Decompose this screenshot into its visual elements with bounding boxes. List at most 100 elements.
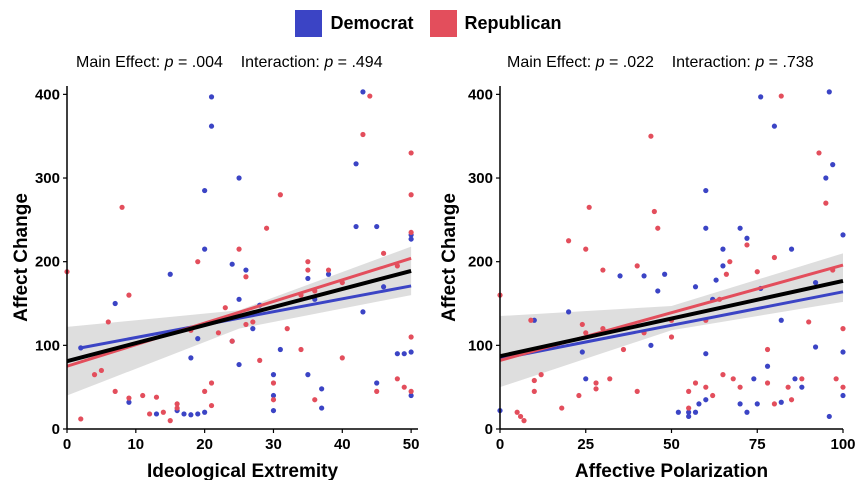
x-tick-label: 75 — [749, 436, 766, 453]
stat-text-part: p — [323, 54, 333, 71]
fit-line-republican — [66, 256, 412, 368]
x-tick-label: 40 — [334, 436, 351, 453]
data-point — [91, 372, 98, 378]
data-point — [195, 259, 201, 265]
stat-text-part: Main Effect: — [76, 54, 165, 71]
fit-line-democrat — [499, 290, 844, 361]
legend-swatch-democrat — [295, 9, 323, 37]
data-point — [270, 407, 277, 414]
data-point — [167, 271, 173, 277]
data-point — [167, 418, 173, 424]
legend: Democrat Republican — [0, 8, 857, 38]
data-point — [758, 94, 764, 100]
data-point — [617, 273, 623, 279]
data-point — [593, 386, 599, 392]
data-point — [408, 334, 414, 340]
data-point — [668, 334, 675, 340]
data-point — [319, 386, 325, 392]
data-point — [785, 384, 791, 390]
data-point — [703, 351, 709, 357]
data-point — [360, 309, 366, 315]
x-tick-label: 50 — [403, 436, 420, 453]
x-tick-label: 20 — [196, 436, 213, 453]
data-point — [607, 376, 613, 382]
data-point — [823, 200, 829, 206]
data-point — [181, 411, 187, 417]
stat-text: Main Effect: p = .004 Interaction: p = .… — [76, 54, 383, 71]
data-point — [538, 372, 544, 378]
data-point — [655, 288, 661, 294]
data-point — [648, 133, 654, 139]
data-point — [174, 401, 180, 407]
data-point — [514, 409, 520, 415]
data-point — [312, 397, 318, 403]
data-point — [521, 418, 527, 424]
stat-text-part: = .494 — [333, 54, 382, 71]
data-point — [823, 175, 829, 181]
data-point — [662, 271, 668, 277]
data-point — [208, 380, 215, 386]
data-point — [374, 223, 380, 230]
x-tick-label: 0 — [63, 436, 71, 453]
y-tick-label: 200 — [468, 254, 493, 271]
stat-text-part: Main Effect: — [507, 54, 596, 71]
data-point — [270, 380, 277, 386]
y-tick-label: 400 — [468, 86, 493, 103]
data-point — [744, 242, 750, 248]
data-point — [408, 392, 414, 399]
data-point — [566, 309, 572, 315]
series-republican — [64, 93, 414, 424]
data-point — [713, 277, 719, 283]
data-point — [229, 338, 235, 344]
data-point — [146, 411, 153, 417]
data-point — [764, 380, 771, 386]
data-point — [579, 321, 585, 328]
data-point — [778, 399, 784, 405]
data-point — [243, 321, 249, 328]
data-point — [720, 263, 726, 269]
data-point — [600, 267, 606, 273]
data-point — [408, 236, 414, 242]
data-point — [576, 392, 582, 399]
data-point — [208, 123, 215, 129]
y-tick-label: 300 — [35, 170, 60, 187]
data-point — [686, 409, 692, 415]
data-point — [188, 355, 194, 361]
data-point — [229, 261, 235, 267]
y-tick-label: 300 — [468, 170, 493, 187]
y-tick-label: 100 — [35, 337, 60, 354]
data-point — [531, 388, 537, 394]
data-point — [764, 363, 771, 369]
data-point — [360, 89, 366, 95]
data-point — [788, 246, 795, 252]
data-point — [826, 413, 832, 420]
y-tick-label: 400 — [35, 86, 60, 103]
data-point — [305, 267, 311, 273]
data-point — [236, 246, 242, 252]
series-democrat — [497, 89, 846, 420]
data-point — [401, 351, 407, 357]
data-point — [298, 346, 304, 353]
data-point — [401, 384, 407, 390]
data-point — [744, 235, 750, 241]
data-point — [583, 330, 589, 336]
data-point — [771, 123, 778, 129]
data-point — [531, 377, 537, 384]
data-point — [812, 279, 819, 286]
data-point — [833, 376, 839, 382]
data-point — [686, 388, 692, 394]
data-point — [188, 412, 194, 418]
series-republican — [497, 93, 846, 424]
data-point — [648, 342, 654, 348]
data-point — [394, 351, 400, 357]
data-point — [696, 401, 702, 407]
data-point — [641, 273, 647, 279]
data-point — [339, 355, 345, 361]
data-point — [236, 175, 242, 181]
data-point — [408, 192, 414, 198]
data-point — [559, 405, 565, 411]
data-point — [806, 319, 812, 325]
data-point — [236, 361, 242, 368]
data-point — [126, 395, 132, 401]
